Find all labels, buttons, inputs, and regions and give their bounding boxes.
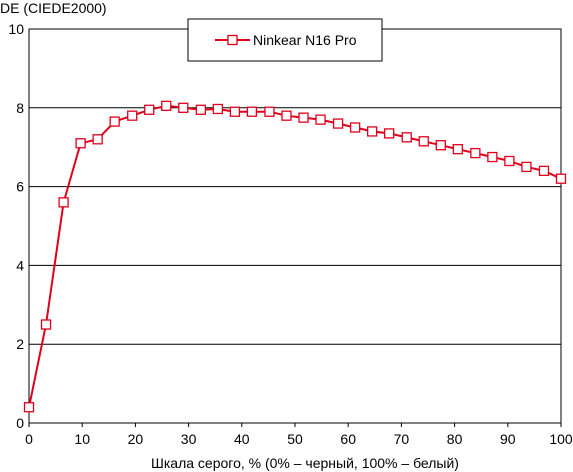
y-tick-label-6: 6 bbox=[16, 179, 24, 195]
data-point bbox=[538, 165, 550, 176]
data-point bbox=[366, 126, 378, 137]
x-tick-label-30: 30 bbox=[181, 431, 197, 447]
x-tick-label-70: 70 bbox=[394, 431, 410, 447]
grid-lines bbox=[29, 28, 561, 424]
data-point bbox=[452, 144, 463, 155]
x-tick-label-100: 100 bbox=[549, 431, 573, 447]
y-tick-label-10: 10 bbox=[8, 21, 24, 37]
data-point bbox=[555, 173, 567, 184]
data-point bbox=[75, 138, 86, 149]
x-axis-title: Шкала серого, % (0% – черный, 100% – бел… bbox=[151, 455, 459, 471]
data-point bbox=[161, 100, 172, 111]
plot-frame bbox=[28, 28, 562, 424]
data-point bbox=[281, 110, 292, 121]
x-tick-label-80: 80 bbox=[447, 431, 463, 447]
y-tick-label-8: 8 bbox=[16, 100, 24, 116]
x-tick-label-20: 20 bbox=[128, 431, 144, 447]
data-point bbox=[264, 106, 275, 117]
data-point bbox=[246, 106, 258, 117]
x-tick-labels: 0 10 20 30 40 50 60 70 80 90 100 bbox=[25, 423, 573, 447]
data-point bbox=[109, 116, 120, 127]
x-tick-label-50: 50 bbox=[287, 431, 303, 447]
legend-marker bbox=[227, 34, 238, 46]
y-tick-label-4: 4 bbox=[16, 257, 24, 273]
x-tick-label-10: 10 bbox=[74, 431, 90, 447]
data-point bbox=[470, 147, 481, 159]
data-point bbox=[298, 112, 309, 123]
x-tick-label-0: 0 bbox=[25, 431, 33, 447]
data-point bbox=[504, 155, 515, 167]
legend-label: Ninkear N16 Pro bbox=[253, 32, 357, 48]
data-point bbox=[521, 161, 532, 173]
data-point bbox=[229, 106, 241, 117]
data-point bbox=[23, 402, 35, 413]
data-point bbox=[401, 132, 412, 143]
data-point bbox=[315, 114, 326, 125]
data-point bbox=[384, 128, 395, 139]
data-point bbox=[332, 118, 344, 129]
series-layer bbox=[23, 100, 567, 413]
data-point bbox=[212, 103, 224, 115]
data-point bbox=[195, 104, 206, 115]
data-point bbox=[349, 122, 361, 133]
data-point bbox=[435, 140, 446, 151]
data-point bbox=[40, 319, 52, 330]
data-point bbox=[487, 151, 498, 163]
x-tick-label-40: 40 bbox=[234, 431, 250, 447]
series-line-0 bbox=[28, 104, 562, 408]
data-point bbox=[92, 134, 103, 145]
legend: Ninkear N16 Pro bbox=[187, 18, 383, 62]
y-axis-title: DE (CIEDE2000) bbox=[0, 0, 107, 16]
data-point bbox=[418, 136, 429, 147]
y-tick-labels: 0 2 4 6 8 10 bbox=[8, 21, 24, 431]
y-tick-label-2: 2 bbox=[16, 336, 24, 352]
data-point bbox=[127, 110, 138, 121]
data-point bbox=[58, 197, 69, 208]
data-point bbox=[178, 102, 189, 113]
y-tick-label-0: 0 bbox=[16, 415, 24, 431]
x-tick-label-60: 60 bbox=[340, 431, 356, 447]
x-tick-label-90: 90 bbox=[500, 431, 516, 447]
data-point bbox=[144, 104, 155, 115]
